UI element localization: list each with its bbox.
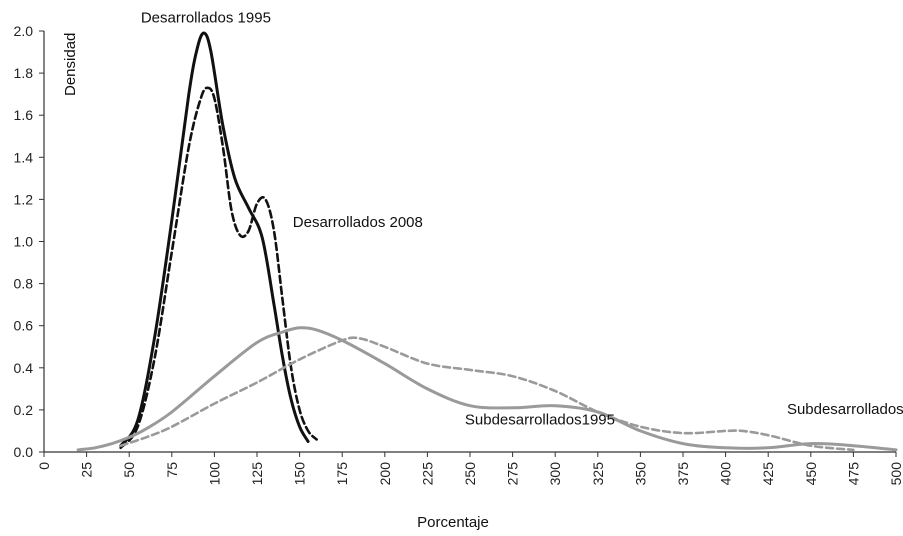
x-tick-label: 0 [36, 462, 52, 470]
y-tick-label: 0.0 [14, 444, 34, 460]
x-tick-label: 100 [206, 462, 222, 486]
x-tick-label: 275 [505, 462, 521, 486]
x-tick-label: 350 [632, 462, 648, 486]
y-tick-label: 0.8 [14, 276, 34, 292]
x-tick-label: 175 [334, 462, 350, 486]
x-tick-label: 50 [121, 462, 137, 478]
axes [43, 31, 896, 453]
y-tick-label: 1.0 [14, 234, 34, 250]
x-ticks: 0 25 50 75 100 125 150 175 200 225 250 275 300 325 350… [36, 452, 903, 485]
series-line-desarrollados-2008 [119, 86, 318, 450]
x-tick-label: 75 [164, 462, 180, 478]
y-ticks: 0.0 0.2 0.4 0.6 0.8 1.0 1.2 1.4 1.6 1.8 2.0 [14, 23, 44, 460]
series-line-subdesarrollados1995 [76, 326, 898, 452]
x-tick-label: 200 [377, 462, 393, 486]
y-tick-label: 0.6 [14, 318, 34, 334]
series-annotation: Subdesarrollados 2008 [787, 401, 903, 418]
y-tick-label: 1.8 [14, 65, 34, 81]
x-tick-label: 475 [845, 462, 861, 486]
x-tick-label: 425 [760, 462, 776, 486]
x-tick-label: 150 [292, 462, 308, 486]
y-tick-label: 2.0 [14, 23, 34, 39]
x-tick-label: 125 [249, 462, 265, 486]
series-line-desarrollados-1995 [119, 31, 310, 448]
annotation-layer: Desarrollados 1995 Desarrollados 2008 Subd… [141, 10, 903, 429]
y-axis-title: Densidad [62, 33, 79, 96]
x-tick-label: 450 [803, 462, 819, 486]
x-tick-label: 500 [888, 462, 903, 486]
series-annotation: Subdesarrollados1995 [465, 412, 615, 429]
x-tick-label: 300 [547, 462, 563, 486]
x-tick-label: 25 [79, 462, 95, 478]
x-tick-label: 400 [718, 462, 734, 486]
x-axis-title: Porcentaje [417, 514, 489, 531]
series-layer [76, 31, 898, 452]
series-annotation: Desarrollados 2008 [293, 214, 423, 231]
series-line-subdesarrollados-2008 [119, 336, 855, 452]
x-tick-label: 375 [675, 462, 691, 486]
y-tick-label: 0.2 [14, 402, 34, 418]
y-tick-label: 1.4 [14, 149, 34, 165]
y-tick-label: 1.2 [14, 191, 34, 207]
series-annotation: Desarrollados 1995 [141, 10, 271, 27]
x-tick-label: 325 [590, 462, 606, 486]
x-tick-label: 250 [462, 462, 478, 486]
x-tick-label: 225 [419, 462, 435, 486]
y-tick-label: 1.6 [14, 107, 34, 123]
y-tick-label: 0.4 [14, 360, 34, 376]
